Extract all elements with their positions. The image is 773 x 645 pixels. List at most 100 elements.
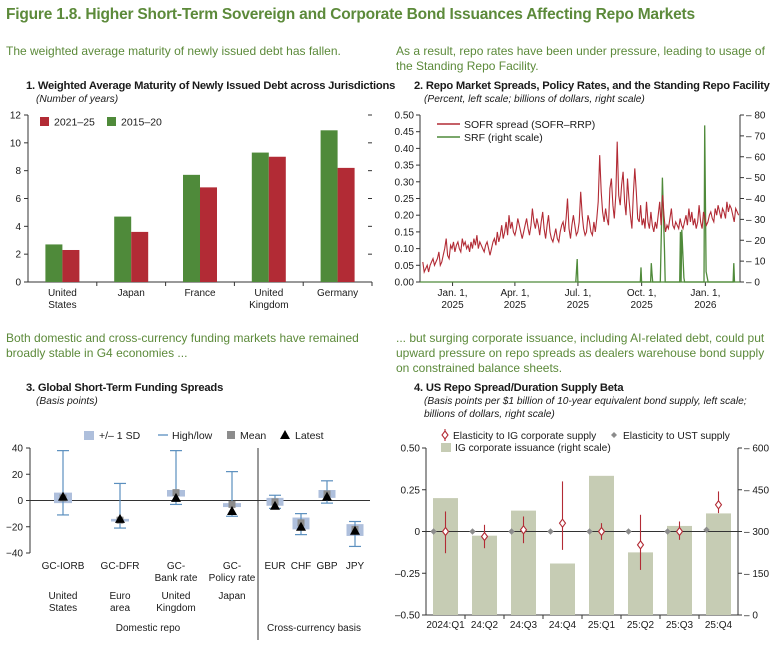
p4-xtick-label: 24:Q2	[471, 620, 499, 631]
p3-group-label: States	[49, 603, 77, 614]
p1-xtick-label: States	[48, 300, 76, 311]
p4-issuance-bar	[589, 475, 614, 615]
p1-legend-swatch	[107, 117, 116, 126]
p4-ig-marker	[558, 518, 567, 529]
p1-ytick-label: 2	[15, 250, 21, 261]
p4-issuance-bar	[667, 525, 692, 615]
lead-text-panel3: Both domestic and cross-currency funding…	[6, 331, 359, 360]
p3-ytick-label: 20	[12, 470, 24, 481]
p1-ytick-label: 6	[15, 194, 21, 205]
p4-ust-marker	[430, 528, 437, 535]
p1-bar-green	[114, 216, 132, 282]
p4-ytick-left-label: 0.25	[401, 485, 421, 496]
p3-ytick-label: 0	[17, 496, 23, 507]
p2-xtick-label: Jan. 1,	[690, 288, 720, 299]
p2-ytick-right-label: – 80	[746, 111, 766, 122]
p1-ytick-label: 10	[10, 138, 22, 149]
p1-bar-green	[251, 152, 269, 282]
p2-ytick-left-label: 0.20	[395, 211, 415, 222]
p2-ytick-left-label: 0.10	[395, 244, 415, 255]
p4-xtick-label: 25:Q2	[627, 620, 655, 631]
p4-ig-marker	[714, 499, 723, 510]
p2-legend-label-sofr: SOFR spread (SOFR–RRP)	[464, 119, 595, 131]
p1-xtick-label: Japan	[118, 288, 145, 299]
p3-group-label: United	[49, 591, 78, 602]
p3-item-label: Policy rate	[209, 573, 256, 584]
p2-xtick-label: Jan. 1,	[438, 288, 468, 299]
p3-mean-marker	[172, 489, 180, 497]
p4-ust-marker	[508, 528, 515, 535]
p3-section-label: Cross-currency basis	[267, 623, 361, 634]
p2-ytick-right-label: – 30	[746, 215, 766, 226]
panel4-title: 4. US Repo Spread/Duration Supply Beta	[414, 382, 624, 394]
p3-item-label: GC-	[167, 561, 185, 572]
p1-xtick-label: Germany	[317, 288, 358, 299]
p3-item-label: GC-IORB	[42, 561, 85, 572]
p2-ytick-left-label: 0.45	[395, 127, 415, 138]
p4-xtick-label: 24:Q4	[549, 620, 577, 631]
p3-latest-marker	[171, 492, 181, 502]
p3-ytick-label: −40	[6, 549, 23, 560]
p3-latest-marker	[350, 525, 360, 535]
p1-bar-red	[268, 156, 286, 282]
p1-bar-red	[131, 231, 149, 282]
p3-latest-marker	[322, 491, 332, 501]
lead-text-panel4: ... but surging corporate issuance, incl…	[396, 331, 765, 375]
p3-item-label: JPY	[346, 561, 365, 572]
p4-ig-marker	[519, 524, 528, 535]
panel1-title: 1. Weighted Average Maturity of Newly Is…	[26, 80, 396, 92]
lead-text-panel2: As a result, repo rates have been under …	[396, 44, 765, 73]
p1-xtick-label: United	[254, 288, 283, 299]
p1-ytick-label: 12	[10, 111, 22, 122]
lead-text-panel1: The weighted average maturity of newly i…	[6, 44, 341, 58]
p2-ytick-right-label: – 50	[746, 173, 766, 184]
p1-ytick-label: 0	[15, 278, 21, 289]
p4-xtick-label: 2024:Q1	[426, 620, 465, 631]
p2-ytick-left-label: 0.00	[395, 278, 415, 289]
p4-xtick-label: 25:Q3	[666, 620, 694, 631]
p4-ust-marker	[703, 526, 710, 534]
p4-legend-swatch-ust	[611, 432, 617, 438]
p3-item-label: GBP	[316, 561, 337, 572]
p1-legend-label: 2015–20	[121, 117, 162, 129]
p1-xtick-label: France	[184, 288, 216, 299]
p3-item-label: Bank rate	[155, 573, 198, 584]
p4-xtick-label: 25:Q4	[705, 620, 733, 631]
p2-ytick-left-label: 0.05	[395, 261, 415, 272]
panel3-subtitle: (Basis points)	[36, 396, 98, 407]
p4-xtick-label: 25:Q1	[588, 620, 616, 631]
p4-ig-marker	[441, 526, 450, 537]
p2-sofr-line	[422, 141, 740, 274]
p3-ytick-label: 40	[12, 444, 24, 455]
panel4-subtitle-line2: billions of dollars, right scale)	[424, 408, 555, 420]
p2-xtick-label: 2025	[567, 300, 590, 311]
p4-issuance-bar	[472, 535, 497, 615]
p3-mean-marker	[228, 500, 236, 508]
p4-ig-marker	[480, 531, 489, 542]
p2-xtick-label: Jul. 1,	[565, 288, 592, 299]
p3-group-label: Kingdom	[156, 603, 195, 614]
p2-ytick-left-label: 0.35	[395, 161, 415, 172]
p4-ytick-left-label: 0	[414, 527, 420, 538]
p3-item-label: GC-	[223, 561, 241, 572]
p4-ytick-left-label: –0.50	[395, 611, 420, 622]
p2-xtick-label: 2025	[631, 300, 654, 311]
p1-legend-swatch	[40, 117, 49, 126]
p1-bar-red	[62, 249, 80, 282]
p3-group-label: Japan	[218, 591, 245, 602]
p1-bar-red	[337, 167, 355, 282]
p2-ytick-right-label: – 60	[746, 152, 766, 163]
p2-xtick-label: 2025	[441, 300, 464, 311]
p1-legend-label: 2021–25	[54, 117, 95, 129]
p3-group-label: area	[110, 603, 130, 614]
p2-xtick-label: 2026	[694, 300, 717, 311]
p4-ytick-right-label: – 150	[744, 569, 769, 580]
p3-item-label: GC-DFR	[101, 561, 140, 572]
panel1-subtitle: (Number of years)	[36, 94, 119, 105]
p4-issuance-bar	[550, 563, 575, 615]
p4-xtick-label: 24:Q3	[510, 620, 538, 631]
p3-group-label: Euro	[109, 591, 131, 602]
p3-item-label: CHF	[291, 561, 312, 572]
p1-xtick-label: Kingdom	[249, 300, 288, 311]
p4-ig-marker	[675, 526, 684, 537]
